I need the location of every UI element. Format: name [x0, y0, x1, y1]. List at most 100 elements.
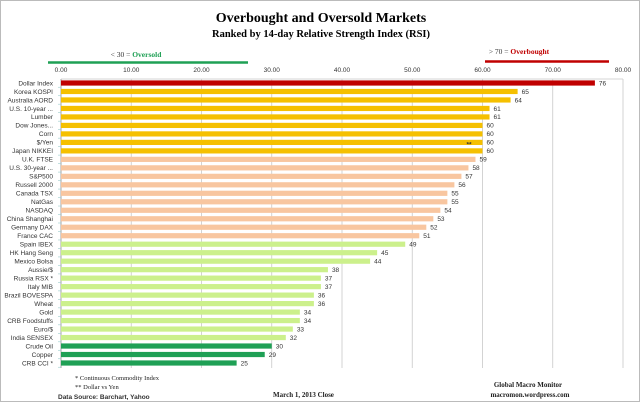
category-label: $/Yen: [37, 140, 54, 147]
value-label: 33: [297, 326, 305, 333]
bar: [61, 317, 300, 324]
bar: [61, 224, 427, 230]
category-label: Korea KOSPI: [14, 89, 53, 96]
chart-title: Overbought and Oversold Markets: [216, 11, 427, 26]
value-label: 58: [472, 165, 480, 172]
value-label: 76: [599, 80, 607, 87]
category-label: CRB CCI *: [22, 360, 54, 367]
bar: [61, 284, 321, 290]
value-label: 37: [325, 284, 333, 291]
category-label: Wheat: [34, 301, 53, 308]
category-label: Gold: [39, 309, 53, 316]
brand-site: macromon.wordpress.com: [490, 391, 569, 399]
x-tick-label: 60.00: [474, 67, 491, 74]
category-label: U.K. FTSE: [22, 157, 54, 164]
overbought-prefix: > 70 =: [489, 47, 511, 56]
category-label: NatGas: [31, 199, 54, 206]
bar: [61, 122, 483, 129]
value-label: 25: [241, 360, 249, 367]
value-label: 34: [304, 309, 312, 316]
value-label: 49: [409, 242, 417, 249]
category-label: Corn: [39, 131, 53, 138]
value-label: 36: [318, 301, 326, 308]
footnote-ccI: * Continuous Commodity Index: [75, 375, 160, 382]
overbought-label: > 70 = Overbought: [489, 47, 550, 56]
category-label: China Shanghai: [7, 216, 53, 223]
x-tick-label: 10.00: [123, 67, 140, 74]
value-label: 44: [374, 258, 382, 265]
bar: [61, 334, 286, 341]
bar: [61, 326, 293, 332]
bars: Dollar Index 76 Korea KOSPI 65 Australia AOR…: [4, 80, 607, 368]
category-label: Dollar Index: [18, 80, 53, 87]
x-axis-ticks: 0.00 10.00 20.00 30.00 40.00 50.00 60.00 70.00 8…: [55, 67, 632, 74]
bar: [61, 267, 328, 273]
value-label: 60: [487, 123, 495, 130]
x-tick-label: 80.00: [615, 67, 632, 74]
bar: [61, 190, 448, 196]
bar: [61, 88, 518, 95]
bar: [61, 80, 595, 86]
annotation: **: [467, 141, 473, 148]
category-label: Russell 2000: [15, 182, 53, 189]
category-label: Mexico Bolsa: [14, 258, 53, 265]
value-label: 32: [290, 335, 298, 342]
bar: [61, 97, 511, 103]
value-label: 59: [479, 157, 487, 164]
category-label: India SENSEX: [11, 335, 54, 342]
category-label: France CAC: [17, 233, 53, 240]
value-label: 64: [515, 97, 523, 104]
bar: [61, 233, 420, 239]
category-label: Canada TSX: [16, 191, 54, 198]
bar: [61, 258, 371, 264]
value-label: 51: [423, 233, 431, 240]
bar: [61, 309, 300, 315]
category-label: Germany DAX: [11, 225, 54, 232]
category-label: Crude Oil: [26, 343, 54, 350]
value-label: 29: [269, 352, 277, 359]
category-label: U.S. 10-year ...: [9, 106, 53, 113]
bar: [61, 360, 237, 366]
bar: [61, 156, 476, 162]
gridlines: [60, 78, 624, 368]
x-tick-label: 70.00: [545, 67, 562, 74]
category-label: Spain IBEX: [20, 242, 54, 249]
value-label: 36: [318, 292, 326, 299]
value-label: 54: [444, 208, 452, 215]
category-label: Euro/$: [34, 326, 54, 333]
oversold-prefix: < 30 =: [111, 50, 133, 59]
value-label: 37: [325, 275, 333, 282]
oversold-word: Oversold: [132, 50, 162, 59]
category-label: Australia AORD: [7, 97, 53, 104]
value-label: 60: [487, 131, 495, 138]
x-tick-label: 50.00: [404, 67, 421, 74]
value-label: 34: [304, 318, 312, 325]
value-label: 55: [451, 199, 459, 206]
value-label: 30: [276, 343, 284, 350]
category-label: Dow Jones...: [15, 123, 53, 130]
bar: [61, 105, 490, 112]
value-label: 52: [430, 225, 438, 232]
bar: [61, 139, 483, 145]
value-label: 53: [437, 216, 445, 223]
value-label: 38: [332, 267, 340, 274]
bar: [61, 250, 378, 256]
oversold-label: < 30 = Oversold: [111, 50, 163, 59]
overbought-word: Overbought: [510, 47, 549, 56]
category-label: Lumber: [31, 114, 54, 121]
category-label: Russia RSX *: [14, 275, 54, 282]
x-tick-label: 0.00: [55, 67, 68, 74]
category-label: Brazil BOVESPA: [4, 292, 53, 299]
x-tick-label: 40.00: [334, 67, 351, 74]
bar: [61, 148, 483, 154]
bar: [61, 351, 265, 358]
bar: [61, 165, 469, 171]
category-label: Aussie/$: [28, 267, 53, 274]
value-label: 65: [522, 89, 530, 96]
value-label: 61: [494, 114, 502, 121]
bar: [61, 173, 462, 179]
category-label: NASDAQ: [26, 208, 53, 215]
date-label: March 1, 2013 Close: [273, 391, 334, 399]
value-label: 61: [494, 106, 502, 113]
